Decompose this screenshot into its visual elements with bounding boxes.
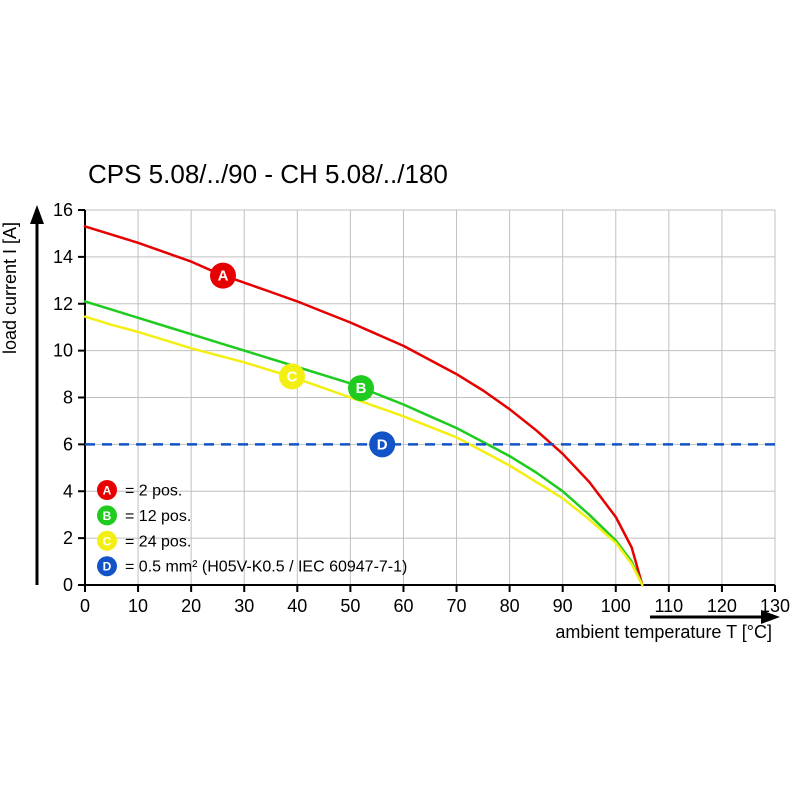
x-tick-label: 110: [654, 596, 683, 616]
legend-swatch-A: [97, 480, 117, 500]
marker-D-letter: D: [377, 436, 388, 453]
marker-B: [348, 375, 374, 402]
y-axis-arrow-head: [30, 205, 44, 224]
legend-swatch-C: [97, 530, 117, 551]
legend-swatch-B-letter: B: [103, 509, 112, 523]
x-tick-label: 130: [760, 596, 790, 616]
x-tick-label: 90: [553, 596, 573, 616]
x-tick-label: 10: [128, 596, 148, 616]
marker-C: [279, 363, 305, 390]
y-axis-label: load current I [A]: [0, 222, 20, 354]
x-tick-label: 100: [601, 596, 631, 616]
x-tick-label: 70: [447, 596, 467, 616]
x-tick-label: 40: [287, 596, 307, 616]
legend-label-B: = 12 pos.: [125, 508, 191, 525]
x-tick-label: 60: [393, 596, 413, 616]
legend-label-C: = 24 pos.: [125, 533, 191, 550]
x-axis-label: ambient temperature T [°C]: [555, 622, 772, 642]
plot-area: 0 10 20 30 40 50 60 70 80 90 100 110 120 130 0 2 4 6 8 10 12…: [30, 200, 790, 624]
y-tick-label: 10: [53, 341, 73, 361]
chart-title: CPS 5.08/../90 - CH 5.08/../180: [88, 159, 448, 189]
y-tick-label: 8: [63, 388, 73, 408]
series-A-curve: [83, 225, 644, 587]
marker-A: [210, 262, 236, 289]
marker-A-letter: A: [218, 268, 229, 285]
y-tick-label: 16: [53, 200, 73, 220]
y-tick-label: 4: [63, 481, 73, 501]
x-tick-label: 0: [80, 596, 90, 616]
marker-C-letter: C: [287, 368, 298, 385]
series-B-curve: [83, 300, 644, 587]
y-tick-label: 2: [63, 528, 73, 548]
marker-B-letter: B: [356, 380, 367, 397]
marker-D: [369, 431, 396, 458]
x-tick-label: 20: [181, 596, 201, 616]
x-tick-label: 120: [707, 596, 737, 616]
y-tick-label: 12: [53, 294, 73, 314]
y-tick-label: 6: [63, 434, 73, 454]
legend-swatch-D: [97, 556, 117, 577]
series-C-curve: [83, 315, 644, 587]
x-tick-label: 50: [340, 596, 360, 616]
legend-label-D: = 0.5 mm² (H05V-K0.5 / IEC 60947-7-1): [125, 559, 407, 576]
legend-swatch-A-letter: A: [103, 484, 112, 498]
legend-swatch-C-letter: C: [103, 534, 112, 548]
y-tick-label: 14: [53, 247, 73, 267]
x-axis-arrow-head: [761, 610, 780, 624]
y-tick-label: 0: [63, 575, 73, 595]
legend-swatch-D-letter: D: [103, 560, 112, 574]
x-tick-label: 80: [500, 596, 520, 616]
legend-label-A: = 2 pos.: [125, 483, 182, 500]
legend-swatch-B: [97, 505, 117, 526]
x-tick-label: 30: [234, 596, 254, 616]
